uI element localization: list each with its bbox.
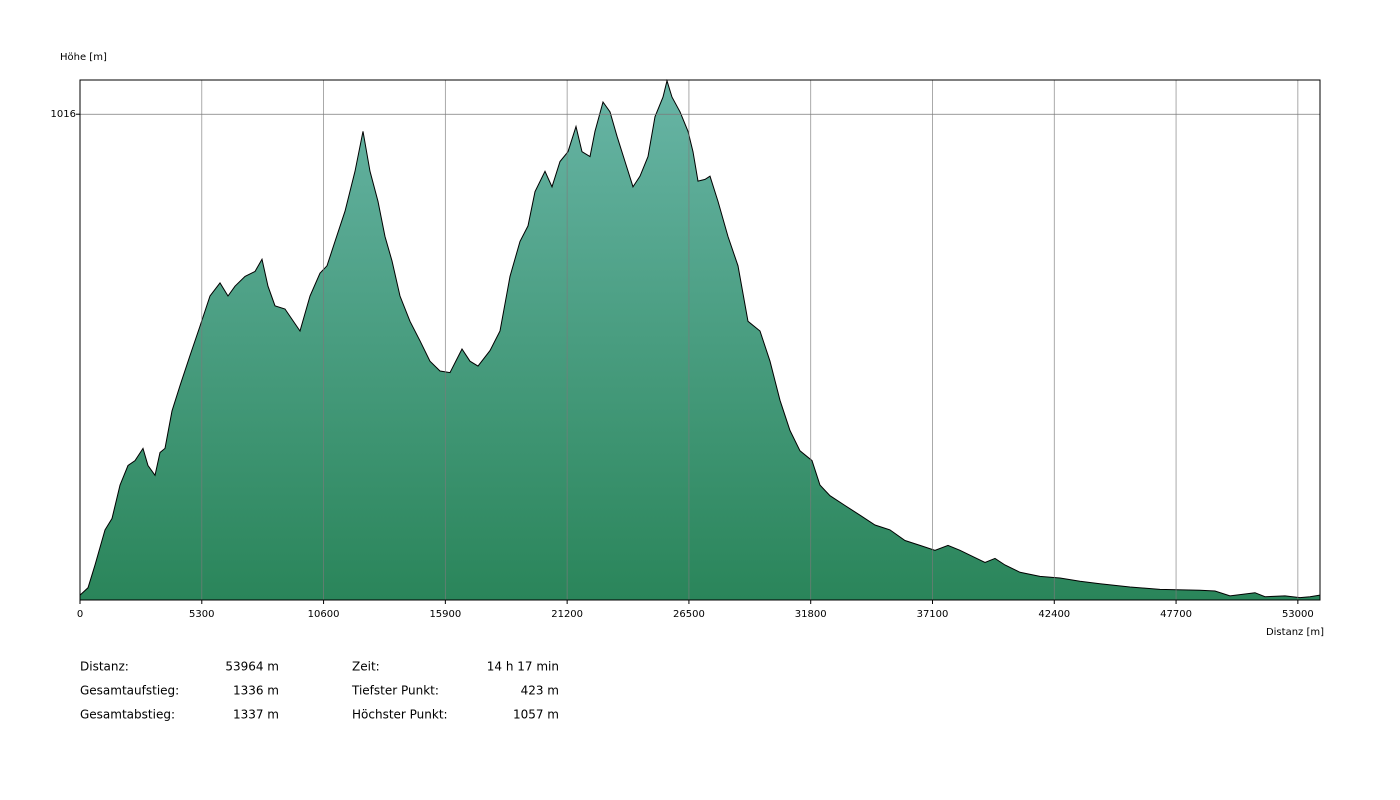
elevation-area (80, 80, 1320, 601)
stat-label: Gesamtabstieg: (80, 708, 175, 722)
y-tick-label: 1016 (51, 109, 76, 120)
y-axis-label: Höhe [m] (60, 52, 107, 63)
x-tick-label: 0 (77, 609, 83, 620)
stat-label: Zeit: (352, 660, 380, 674)
stat-value: 423 m (521, 684, 559, 698)
x-tick-label: 42400 (1038, 609, 1070, 620)
stat-label: Tiefster Punkt: (351, 684, 439, 698)
x-tick-label: 15900 (429, 609, 461, 620)
x-tick-label: 31800 (795, 609, 827, 620)
x-tick-label: 21200 (551, 609, 583, 620)
stat-value: 53964 m (225, 660, 279, 674)
stat-label: Höchster Punkt: (352, 708, 448, 722)
stat-value: 1057 m (513, 708, 559, 722)
x-axis-label: Distanz [m] (1266, 627, 1324, 638)
stat-value: 1337 m (233, 708, 279, 722)
x-tick-label: 47700 (1160, 609, 1192, 620)
x-tick-label: 53000 (1282, 609, 1314, 620)
x-tick-label: 10600 (308, 609, 340, 620)
plot-frame (79, 79, 1321, 601)
x-tick-label: 5300 (189, 609, 214, 620)
x-tick-label: 37100 (917, 609, 949, 620)
stat-label: Gesamtaufstieg: (80, 684, 179, 698)
elevation-line (79, 78, 1321, 599)
stat-value: 1336 m (233, 684, 279, 698)
stat-value: 14 h 17 min (487, 660, 559, 674)
stat-label: Distanz: (80, 660, 129, 674)
x-tick-label: 26500 (673, 609, 705, 620)
